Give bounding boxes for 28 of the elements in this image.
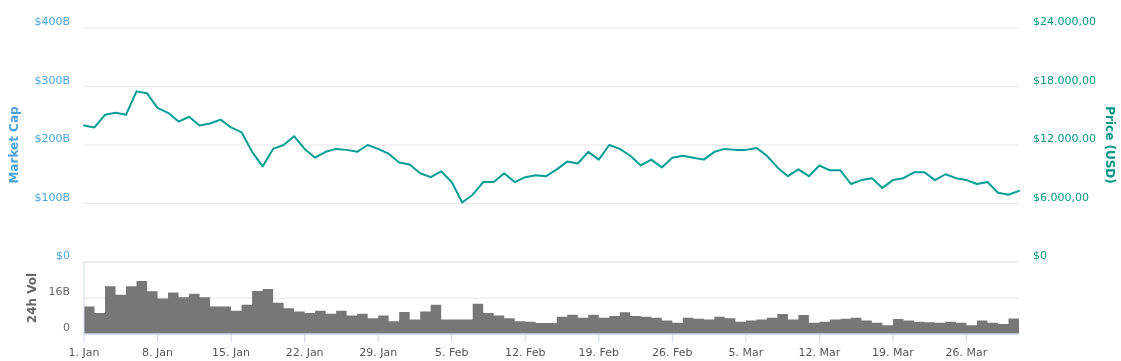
- x-tick-label: 26. Mar: [945, 346, 988, 359]
- y2-tick-label: $24.000,00: [1033, 15, 1096, 28]
- x-tick-label: 26. Feb: [652, 346, 693, 359]
- y2-tick-label: $6.000,00: [1033, 190, 1089, 204]
- y-tick-label: $200B: [34, 132, 70, 145]
- x-tick-label: 19. Mar: [872, 346, 915, 359]
- y-tick-label: 0: [63, 321, 70, 334]
- y-tick-label: 16B: [48, 285, 70, 298]
- y-tick-label: $100B: [34, 190, 70, 204]
- x-tick-label: 5. Feb: [434, 346, 469, 359]
- x-tick-label: 15. Jan: [212, 346, 251, 359]
- x-tick-label: 12. Feb: [505, 346, 546, 359]
- y2-tick-label: $12.000,00: [1033, 132, 1096, 145]
- x-tick-label: 12. Mar: [798, 346, 841, 359]
- y2-axis-title: Price (USD): [1103, 106, 1117, 184]
- y2-tick-label: $18.000,00: [1033, 73, 1096, 87]
- y-tick-label: $0: [56, 249, 70, 262]
- y2-tick-label: $0: [1033, 249, 1047, 262]
- x-tick-label: 1. Jan: [68, 346, 100, 359]
- x-tick-label: 8. Jan: [142, 346, 174, 359]
- x-tick-label: 5. Mar: [728, 346, 764, 359]
- x-tick-label: 19. Feb: [578, 346, 620, 359]
- x-tick-label: 29. Jan: [359, 346, 398, 359]
- y-axis-title: Market Cap: [7, 106, 21, 184]
- y-tick-label: $400B: [34, 15, 70, 28]
- y-axis-title: 24h Vol: [25, 272, 39, 324]
- y-tick-label: $300B: [34, 73, 70, 87]
- x-tick-label: 22. Jan: [285, 346, 324, 359]
